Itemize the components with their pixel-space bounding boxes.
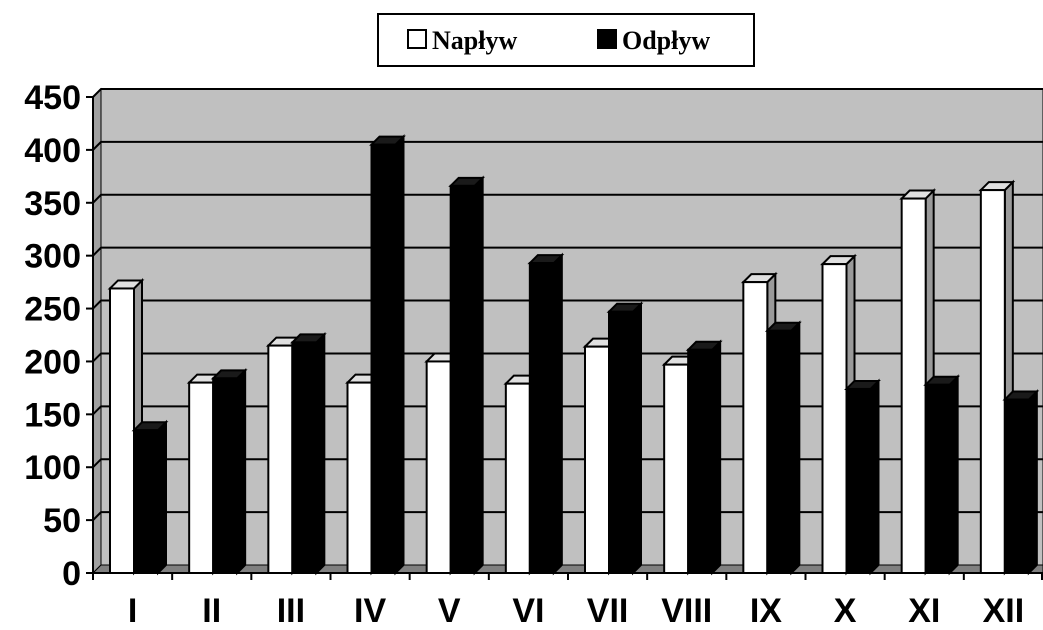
x-tick-label: II	[202, 592, 221, 630]
bar-odplyw	[527, 252, 565, 576]
bar-side	[711, 339, 722, 576]
bar-front	[608, 310, 634, 574]
bar-front	[346, 381, 373, 574]
bar-front	[449, 184, 476, 574]
legend-swatch-odplyw	[597, 29, 617, 49]
bar-side	[869, 378, 880, 576]
gridline	[92, 352, 1043, 363]
bar-front	[742, 281, 769, 574]
x-tick-label: IV	[354, 592, 386, 630]
bar-front	[370, 143, 397, 574]
bar-front	[291, 341, 318, 574]
gridline	[92, 246, 1043, 257]
x-tick-label: VIII	[661, 592, 712, 630]
bar-front	[979, 189, 1006, 574]
bar-front	[1003, 398, 1030, 574]
legend-label-odplyw: Odpływ	[622, 26, 710, 55]
y-tick-label: 150	[24, 396, 81, 434]
gridline	[92, 405, 1043, 416]
bar-side	[790, 320, 801, 576]
y-tick-label: 50	[43, 502, 81, 540]
legend-swatch-napplyw	[407, 29, 427, 49]
bar-odplyw	[369, 134, 406, 576]
bar-front	[924, 383, 951, 574]
y-tick-label: 250	[24, 291, 81, 329]
bar-odplyw	[764, 320, 802, 576]
bar-front	[821, 263, 848, 574]
bar-side	[552, 252, 563, 576]
y-tick-label: 100	[24, 449, 81, 487]
legend-box	[377, 13, 755, 67]
bar-naplyw	[978, 179, 1016, 576]
bar-odplyw	[923, 374, 961, 576]
plot-area	[91, 87, 1043, 575]
gridline	[92, 458, 1043, 468]
legend: Napływ Odpływ	[377, 13, 755, 67]
x-tick-label: V	[438, 592, 461, 630]
y-tick-label: 450	[24, 79, 81, 117]
bar-front	[212, 377, 239, 574]
y-tick-label: 200	[24, 343, 81, 381]
bar-side	[315, 331, 326, 576]
x-tick-label: III	[277, 592, 305, 630]
x-tick-label: VI	[512, 592, 544, 630]
bar-side	[157, 419, 167, 576]
gridlines	[92, 88, 1043, 521]
x-tick-label: XI	[908, 592, 940, 630]
x-tick-label: IX	[750, 592, 782, 630]
x-tick-label: XII	[983, 592, 1025, 630]
bar-odplyw	[448, 175, 486, 576]
gridline	[92, 511, 1043, 521]
bar-front	[663, 363, 690, 574]
gridline	[92, 140, 1043, 151]
bar-odplyw	[1002, 389, 1040, 576]
bar-front	[133, 429, 159, 575]
bar-front	[188, 381, 215, 574]
bar-odplyw	[685, 339, 723, 576]
gridline	[92, 88, 1043, 98]
bar-side	[236, 367, 247, 576]
plot-side-wall	[92, 87, 102, 575]
bar-odplyw	[289, 331, 327, 576]
bar-side	[632, 301, 642, 576]
y-tick-label: 350	[24, 185, 81, 223]
bars	[107, 134, 1040, 576]
bar-front	[766, 329, 793, 574]
bar-front	[845, 387, 872, 574]
gridline	[92, 193, 1043, 204]
y-tick-label: 400	[24, 132, 81, 170]
bar-odplyw	[844, 378, 881, 576]
bar-front	[425, 360, 452, 575]
x-tick-label: I	[128, 592, 137, 630]
bar-odplyw	[210, 367, 248, 576]
bar-front	[584, 345, 610, 574]
axes	[86, 96, 1043, 580]
bar-odplyw	[131, 419, 169, 576]
y-tick-label: 300	[24, 238, 81, 276]
x-tick-label: VII	[587, 592, 629, 630]
y-tick-label: 0	[62, 555, 81, 593]
bar-side	[948, 374, 959, 576]
legend-label-naplyw: Napływ	[432, 26, 517, 55]
plot-back-wall	[100, 88, 1043, 566]
bar-odplyw	[606, 301, 644, 576]
bar-front	[900, 197, 927, 574]
bar-front	[528, 262, 555, 574]
bar-front	[687, 348, 714, 575]
bar-front	[267, 344, 294, 575]
gridline	[92, 299, 1043, 310]
bar-front	[504, 382, 531, 574]
bar-side	[394, 134, 405, 576]
bar-side	[473, 175, 484, 576]
bar-front	[109, 287, 135, 574]
bar-side	[1027, 389, 1038, 576]
x-tick-label: X	[834, 592, 857, 630]
